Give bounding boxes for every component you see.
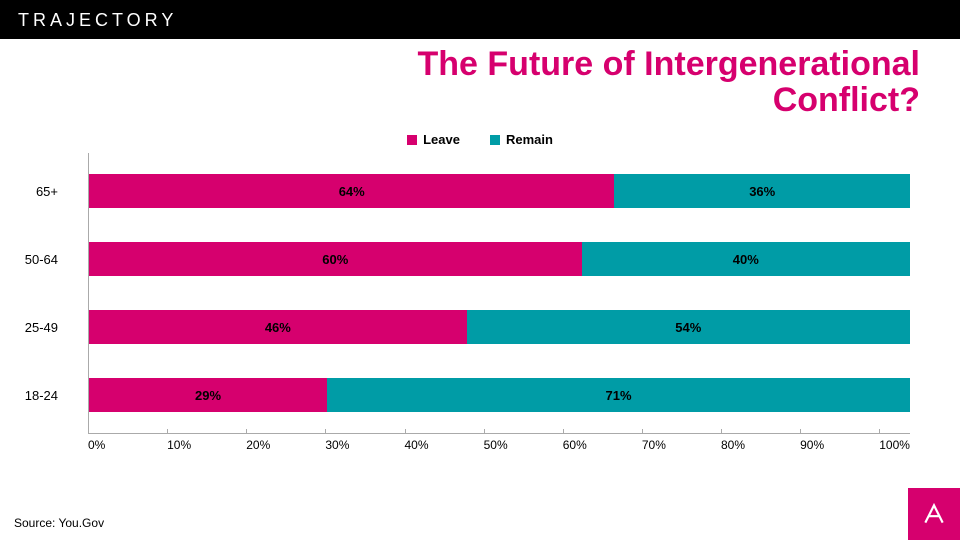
y-axis-labels: 65+ 50-64 25-49 18-24 [0,153,68,433]
legend-label-leave: Leave [423,132,460,147]
y-label: 25-49 [0,310,68,344]
corner-badge [908,488,960,540]
x-tick: 10% [167,434,246,452]
title-line-2: Conflict? [0,83,920,119]
bar-row: 60%40% [89,242,910,276]
bar-segment-remain: 54% [467,310,910,344]
page-title: The Future of Intergenerational Conflict… [0,39,960,118]
x-tick: 60% [563,434,642,452]
y-label: 50-64 [0,242,68,276]
x-tick: 20% [246,434,325,452]
bar-segment-remain: 36% [614,174,910,208]
x-tick: 30% [325,434,404,452]
chart: 65+50-6425-4918-24 64%36%60%40%46%54%29%… [0,153,960,452]
chart-legend: Leave Remain [0,118,960,153]
bar-rows: 64%36% 60%40% 46%54% 29%71% [89,153,910,433]
plot-area: 64%36% 60%40% 46%54% 29%71% [88,153,910,433]
bar-row: 29%71% [89,378,910,412]
y-label: 65+ [0,174,68,208]
bar-segment-leave: 46% [89,310,467,344]
legend-item-remain: Remain [490,132,553,147]
legend-swatch-remain [490,135,500,145]
bar-segment-leave: 29% [89,378,327,412]
bar-segment-remain: 40% [582,242,910,276]
legend-item-leave: Leave [407,132,460,147]
arrow-a-icon [921,501,947,527]
x-axis: 0%10%20%30%40%50%60%70%80%90%100% [88,433,910,452]
bar-segment-leave: 60% [89,242,582,276]
x-tick: 40% [405,434,484,452]
legend-label-remain: Remain [506,132,553,147]
legend-swatch-leave [407,135,417,145]
x-tick: 70% [642,434,721,452]
y-label: 18-24 [0,378,68,412]
brand-header: TRAJECTORY [0,0,960,39]
bar-segment-leave: 64% [89,174,614,208]
x-tick: 0% [88,434,167,452]
title-line-1: The Future of Intergenerational [0,47,920,83]
x-tick: 90% [800,434,879,452]
x-tick: 80% [721,434,800,452]
bar-row: 46%54% [89,310,910,344]
bar-row: 64%36% [89,174,910,208]
x-tick: 100% [879,434,910,452]
bar-segment-remain: 71% [327,378,910,412]
x-tick: 50% [484,434,563,452]
source-note: Source: You.Gov [14,516,104,530]
brand-name: TRAJECTORY [18,10,177,30]
